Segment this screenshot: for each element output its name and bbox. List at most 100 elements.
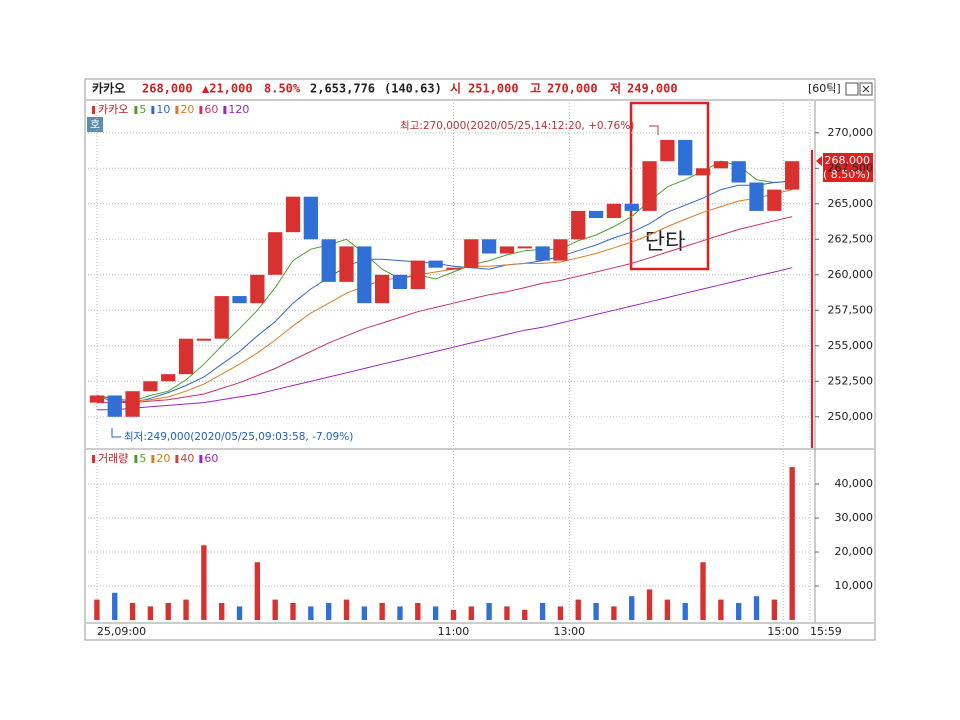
candle [268, 232, 283, 275]
legend-label: 거래량 [98, 452, 128, 465]
volume-bar [165, 603, 171, 620]
candle [695, 168, 711, 176]
volume-bar [629, 596, 635, 620]
ma-line [96, 160, 793, 404]
candle [250, 274, 265, 304]
candle [375, 274, 390, 304]
candle [713, 161, 728, 169]
y-tick-label: 270,000 [828, 126, 874, 139]
interval[interactable]: [60틱] [808, 82, 841, 95]
volume-bar [147, 606, 154, 620]
candle [642, 161, 657, 211]
volume-bar [664, 599, 671, 620]
volume-bar [771, 599, 778, 620]
ratio: (140.63) [384, 82, 442, 96]
volume-bar [468, 606, 474, 620]
candle [785, 161, 800, 190]
candle [196, 338, 212, 341]
legend-label: 카카오 [98, 103, 128, 116]
legend-swatch [175, 455, 179, 463]
candle [178, 338, 194, 375]
candle [678, 139, 693, 176]
candle [321, 239, 336, 282]
y-tick-label: 250,000 [828, 410, 874, 423]
legend-label: 10 [156, 103, 170, 116]
legend-label: 120 [228, 103, 249, 116]
legend-swatch [175, 106, 179, 114]
volume-bar [129, 603, 136, 620]
x-tick-label: 15:00 [767, 625, 799, 638]
volume-bar [183, 599, 189, 620]
legend-label: 20 [156, 452, 170, 465]
y-tick-label: 255,000 [828, 339, 874, 352]
volume-bar [397, 606, 403, 620]
candle [481, 239, 497, 254]
y-tick-label: 257,500 [828, 303, 874, 316]
volume-bar [112, 592, 118, 620]
badge-text: 호 [90, 118, 100, 131]
candle [125, 391, 140, 417]
change: ▲21,000 [202, 82, 253, 96]
volume-bar [343, 599, 350, 620]
volume-bar [201, 545, 207, 620]
legend-swatch [223, 106, 227, 114]
maximize-button[interactable] [845, 82, 859, 96]
volume-bar [504, 606, 510, 620]
volume-bar [736, 603, 742, 620]
price-tag [823, 153, 873, 182]
y-tick-label: 252,500 [828, 374, 874, 387]
volume: 2,653,776 [310, 82, 375, 96]
header-bar [86, 80, 874, 99]
high: 270,000 [547, 82, 598, 96]
high-label: 고 [530, 82, 541, 96]
ma-line [96, 216, 793, 404]
legend-swatch [199, 455, 203, 463]
candle [588, 210, 604, 218]
legend-swatch [134, 455, 138, 463]
candle [553, 239, 568, 261]
volume-bar [789, 467, 795, 620]
legend-swatch [92, 106, 95, 114]
high-annotation: 최고:270,000(2020/05/25,14:12:20, +0.76%) [400, 120, 634, 132]
candle [731, 161, 746, 183]
y-tick-label: 265,000 [828, 197, 874, 210]
candle [499, 246, 515, 254]
highlight-box [629, 101, 710, 271]
volume-bar [325, 603, 332, 620]
candle [89, 395, 105, 403]
rate: 8.50% [264, 82, 301, 96]
volume-bar [361, 606, 367, 620]
candle [357, 246, 372, 304]
candle [232, 296, 247, 304]
legend-swatch [134, 106, 138, 114]
candle [303, 196, 318, 240]
candle [410, 260, 425, 289]
volume-bar [718, 599, 724, 620]
volume-bar [646, 589, 653, 620]
price-tag-price: 268,000 [825, 154, 871, 167]
x-tick-label: 15:59 [810, 625, 842, 638]
x-tick-label: 11:00 [438, 625, 470, 638]
volume-bar [539, 603, 546, 620]
ma-line [96, 189, 793, 402]
y-tick-label: 260,000 [828, 268, 874, 281]
candle [624, 203, 639, 211]
x-tick-label: 13:00 [553, 625, 585, 638]
candle [428, 260, 443, 268]
close-icon [862, 85, 870, 93]
candle [143, 381, 158, 392]
ma-line [96, 180, 793, 404]
volume-bar [308, 606, 314, 620]
candle [660, 139, 675, 162]
high-arrow [649, 125, 659, 135]
stock-name: 카카오 [92, 81, 125, 96]
y-tick-label: 20,000 [835, 545, 874, 558]
volume-bar [94, 599, 100, 620]
volume-bar [272, 599, 278, 620]
legend-label: 5 [139, 452, 146, 465]
volume-bar [575, 599, 581, 620]
legend-swatch [199, 106, 203, 114]
volume-bar [557, 606, 564, 620]
badge[interactable] [87, 117, 103, 132]
